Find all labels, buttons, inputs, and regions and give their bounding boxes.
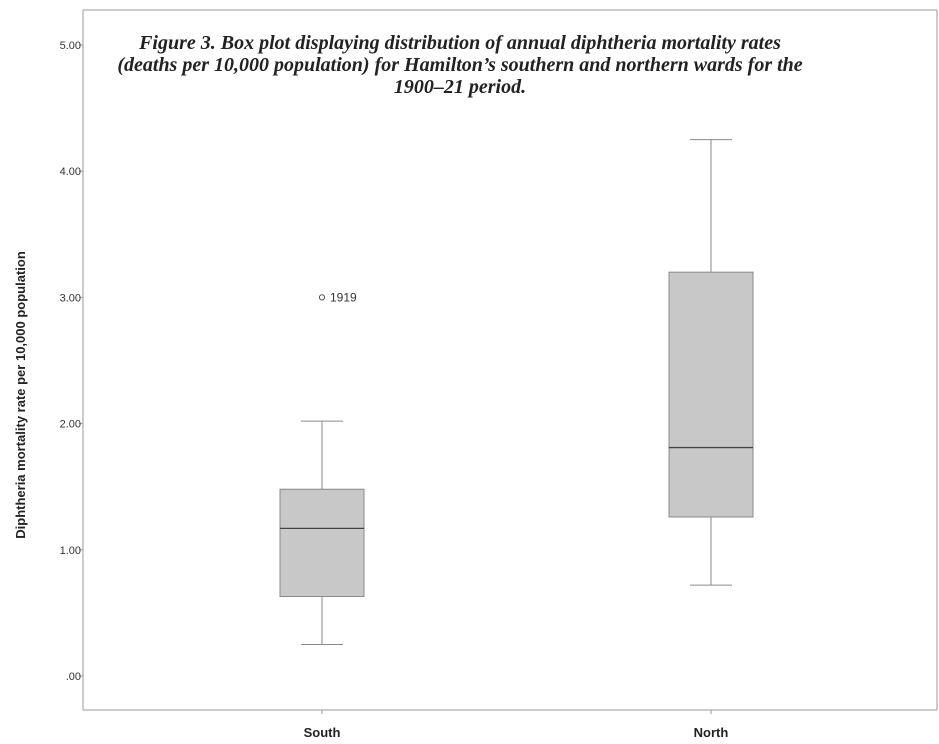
outlier-label: 1919 xyxy=(330,290,357,304)
y-tick-label: 2.00 xyxy=(60,419,81,431)
y-tick-label: 4.00 xyxy=(60,166,81,178)
x-axis-labels: South North xyxy=(304,710,729,740)
box-south: 1919 xyxy=(279,290,365,645)
figure-caption: Figure 3. Box plot displaying distributi… xyxy=(117,32,803,98)
box-north xyxy=(668,139,754,586)
x-category-label: South xyxy=(304,725,341,740)
interquartile-box xyxy=(279,488,365,597)
axes xyxy=(82,9,938,711)
y-axis-title: Diphtheria mortality rate per 10,000 pop… xyxy=(13,251,28,539)
y-tick-label: 1.00 xyxy=(60,545,81,557)
y-axis-ticks: .00 1.00 2.00 3.00 4.00 5.00 xyxy=(60,40,83,683)
boxes: 1919 xyxy=(279,139,754,645)
outlier-point xyxy=(318,294,326,301)
y-tick-label: 3.00 xyxy=(60,292,81,304)
interquartile-box xyxy=(668,271,754,518)
x-category-label: North xyxy=(694,725,729,740)
y-tick-label: .00 xyxy=(66,671,81,683)
y-tick-label: 5.00 xyxy=(60,40,81,52)
